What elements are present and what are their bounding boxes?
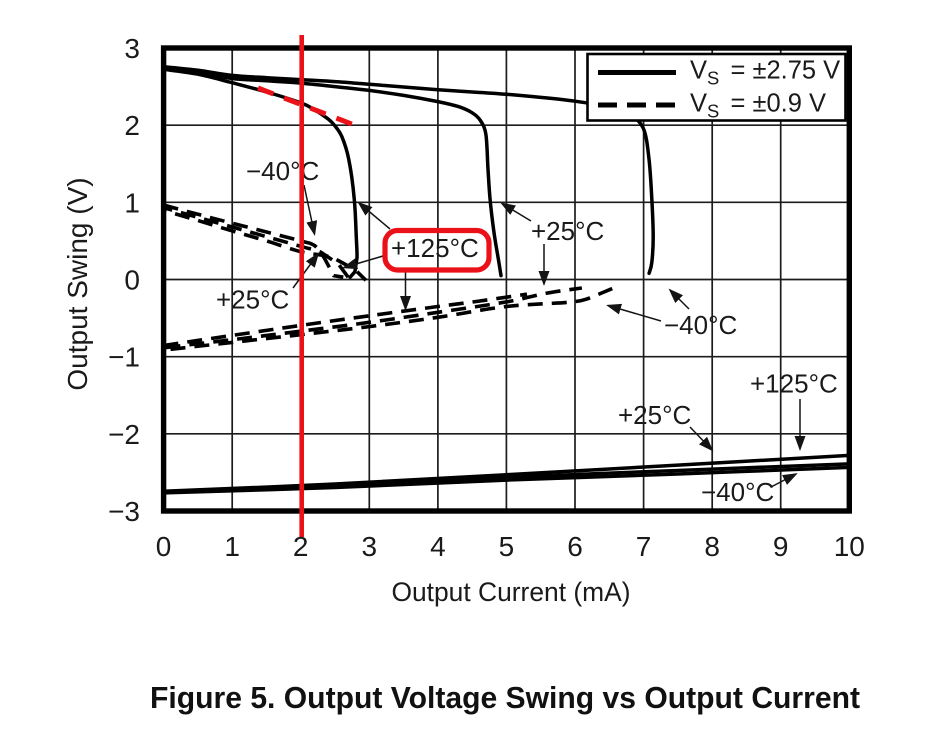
svg-text:4: 4 <box>430 531 446 562</box>
svg-text:0: 0 <box>156 531 172 562</box>
svg-text:S: S <box>707 100 719 121</box>
svg-text:Output Current (mA): Output Current (mA) <box>391 577 630 607</box>
svg-text:V: V <box>690 89 707 117</box>
svg-text:V: V <box>690 57 707 85</box>
svg-text:+25°C: +25°C <box>216 285 289 315</box>
svg-text:−3: −3 <box>108 496 140 527</box>
svg-text:1: 1 <box>124 187 140 218</box>
svg-text:1: 1 <box>224 531 240 562</box>
svg-text:3: 3 <box>124 33 140 64</box>
svg-text:3: 3 <box>362 531 378 562</box>
svg-text:0: 0 <box>124 265 140 296</box>
svg-text:10: 10 <box>834 531 865 562</box>
svg-text:+125°C: +125°C <box>391 233 479 263</box>
svg-text:6: 6 <box>567 531 583 562</box>
svg-text:−40°C: −40°C <box>246 156 319 186</box>
svg-text:+25°C: +25°C <box>531 216 604 246</box>
svg-text:Output Swing (V): Output Swing (V) <box>62 177 93 390</box>
svg-text:−2: −2 <box>108 419 140 450</box>
svg-text:−40°C: −40°C <box>701 477 774 507</box>
svg-text:2: 2 <box>293 531 309 562</box>
svg-text:Figure 5. Output Voltage Swing: Figure 5. Output Voltage Swing vs Output… <box>150 682 860 715</box>
svg-text:2: 2 <box>124 110 140 141</box>
svg-text:+25°C: +25°C <box>618 400 691 430</box>
svg-text:7: 7 <box>636 531 652 562</box>
svg-text:= ±0.9 V: = ±0.9 V <box>731 89 827 117</box>
svg-text:= ±2.75 V: = ±2.75 V <box>731 57 841 85</box>
svg-text:−1: −1 <box>108 342 140 373</box>
svg-text:S: S <box>707 68 719 89</box>
svg-text:−40°C: −40°C <box>664 310 737 340</box>
svg-text:5: 5 <box>499 531 515 562</box>
svg-text:9: 9 <box>773 531 789 562</box>
svg-text:8: 8 <box>704 531 720 562</box>
svg-text:+125°C: +125°C <box>750 369 838 399</box>
